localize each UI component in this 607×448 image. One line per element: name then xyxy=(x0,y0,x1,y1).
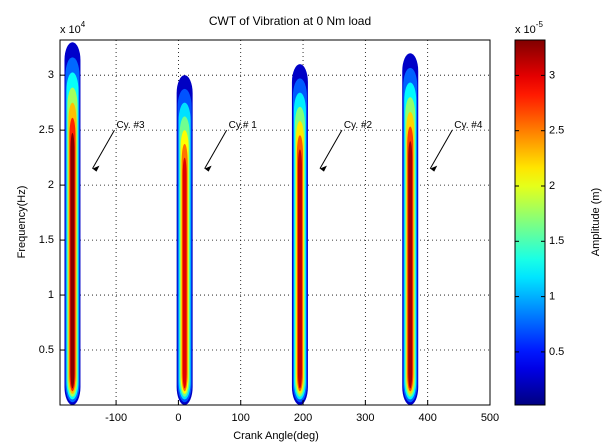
colorbar-tick-label: 2.5 xyxy=(549,125,564,137)
y-multiplier-base: x 10 xyxy=(60,24,81,36)
y-tick-label: 3 xyxy=(48,69,54,81)
annotation-arrowhead xyxy=(430,165,438,172)
annotation-arrowhead xyxy=(204,165,212,172)
x-tick-label: 100 xyxy=(232,412,250,424)
x-tick-label: 500 xyxy=(481,412,499,424)
colorbar-tick-label: 2 xyxy=(549,180,555,192)
annotation-arrow xyxy=(204,129,228,169)
y-tick-label: 1 xyxy=(48,289,54,301)
burst-level xyxy=(297,149,302,389)
annotation-arrow xyxy=(92,129,115,169)
burst-level xyxy=(408,141,413,389)
colorbar-tick-label: 1 xyxy=(549,291,555,303)
y-tick-label: 0.5 xyxy=(39,344,54,356)
y-tick-label: 1.5 xyxy=(39,234,54,246)
y-multiplier-exponent: 4 xyxy=(81,20,86,29)
x-tick-label: 300 xyxy=(356,412,374,424)
annotation: Cy. #4 xyxy=(454,120,483,131)
plot-frame xyxy=(59,39,491,406)
annotation: Cy.# 1 xyxy=(229,120,258,131)
colorbar-multiplier-base: x 10 xyxy=(515,24,536,36)
burst-level xyxy=(182,157,187,389)
x-tick-label: 200 xyxy=(294,412,312,424)
colorbar-tick-label: 3 xyxy=(549,69,555,81)
burst-level xyxy=(70,132,75,389)
annotation: Cy. #2 xyxy=(344,120,373,131)
y-axis-label: Frequency(Hz) xyxy=(16,186,28,259)
colorbar-multiplier-exponent: -5 xyxy=(536,20,544,29)
annotation-arrowhead xyxy=(319,165,327,172)
chart-title: CWT of Vibration at 0 Nm load xyxy=(209,14,371,28)
colorbar-multiplier: x 10-5 xyxy=(515,20,543,36)
colorbar-tick-label: 1.5 xyxy=(549,235,564,247)
x-tick-label: 0 xyxy=(175,412,181,424)
x-axis-label: Crank Angle(deg) xyxy=(233,430,319,442)
y-tick-label: 2 xyxy=(48,179,54,191)
x-tick-label: 400 xyxy=(419,412,437,424)
annotation-arrowhead xyxy=(92,165,100,172)
colorbar-tick-label: 0.5 xyxy=(549,346,564,358)
y-multiplier: x 104 xyxy=(60,20,86,36)
colorbar-label: Amplitude (m) xyxy=(590,188,602,256)
colorbar xyxy=(514,39,546,406)
x-tick-label: -100 xyxy=(105,412,127,424)
annotation-arrow xyxy=(319,129,343,169)
annotation-arrow xyxy=(429,129,453,169)
y-tick-label: 2.5 xyxy=(39,124,54,136)
annotation: Cy. #3 xyxy=(116,120,145,131)
